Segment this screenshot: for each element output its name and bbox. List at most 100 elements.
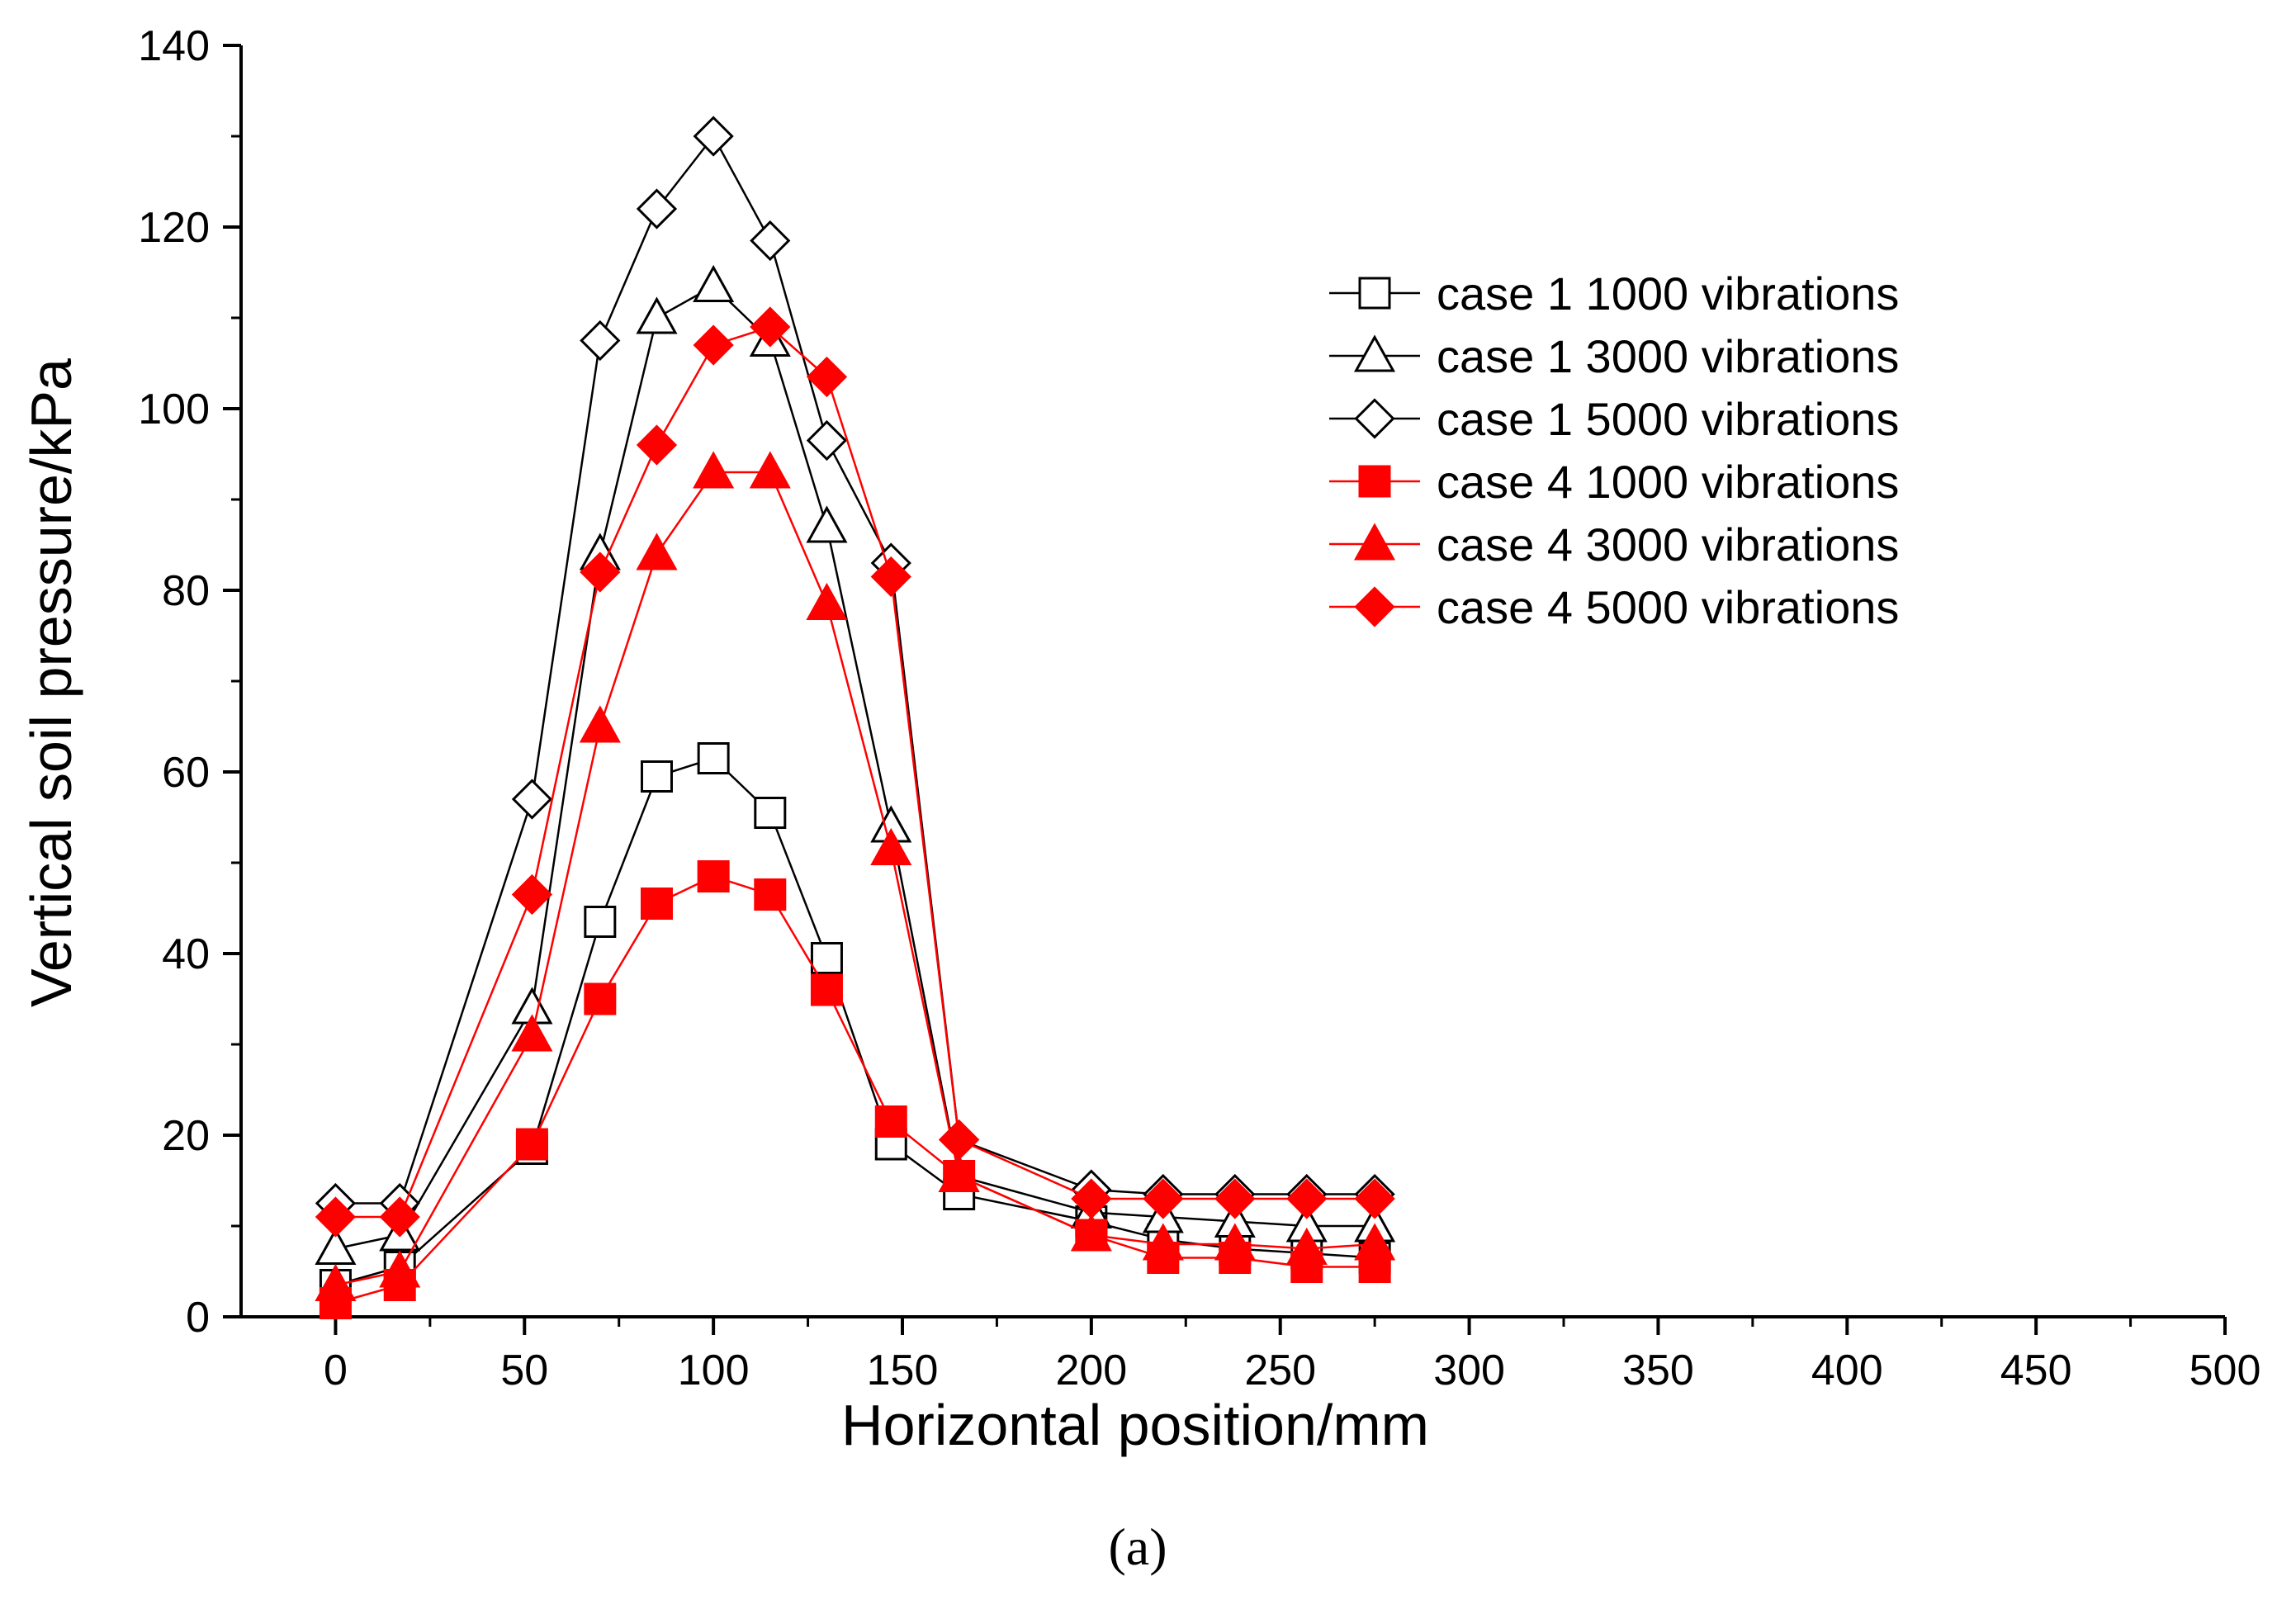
series-case-4-5000-vibrations-point — [750, 306, 791, 348]
y-tick-label: 120 — [138, 204, 210, 252]
series-case-1-5000-vibrations — [315, 116, 1395, 1224]
legend-item-1: case 1 1000 vibrations — [1329, 267, 1899, 320]
series-case-1-3000-vibrations — [315, 264, 1396, 1265]
series-case-4-3000-vibrations — [315, 451, 1396, 1301]
series-case-4-5000-vibrations-point — [870, 556, 911, 598]
series-case-4-1000-vibrations-point — [584, 982, 617, 1015]
legend-item-5: case 4 3000 vibrations — [1329, 518, 1899, 570]
legend-item-6: case 4 5000 vibrations — [1329, 581, 1899, 633]
series-case-4-5000-vibrations — [315, 306, 1395, 1238]
legend-item-4: case 4 1000 vibrations — [1329, 456, 1899, 508]
series-case-1-1000-vibrations-line — [335, 757, 1375, 1286]
y-tick-label: 100 — [138, 386, 210, 433]
series-case-4-5000-vibrations-point — [379, 1196, 420, 1238]
series-case-4-3000-vibrations-point — [315, 1263, 357, 1301]
legend-item-2: case 1 3000 vibrations — [1329, 330, 1899, 382]
series-case-1-1000-vibrations-point — [584, 906, 617, 938]
series-case-4-3000-vibrations-point — [1070, 1214, 1112, 1252]
legend-label: case 4 5000 vibrations — [1437, 581, 1899, 633]
y-tick-label: 60 — [162, 749, 210, 797]
series-case-4-1000-vibrations-point — [810, 973, 843, 1006]
series-case-4-3000-vibrations-point — [806, 582, 848, 620]
series-case-1-5000-vibrations-point — [511, 779, 553, 820]
legend-marker — [1354, 398, 1395, 439]
series-case-1-1000-vibrations-point — [810, 942, 843, 974]
series-case-1-1000-vibrations-point — [640, 760, 673, 793]
legend-marker — [1353, 334, 1396, 372]
series-case-4-5000-vibrations-point — [511, 873, 553, 916]
series-case-4-3000-vibrations-point — [1354, 1223, 1396, 1261]
series-case-1-5000-vibrations-point — [580, 320, 621, 362]
legend-label: case 4 3000 vibrations — [1437, 518, 1899, 570]
figure-caption: (a) — [1108, 1517, 1167, 1576]
x-tick-label: 0 — [324, 1347, 348, 1394]
x-tick-label: 150 — [867, 1347, 939, 1394]
series-case-1-3000-vibrations-point — [315, 1227, 357, 1265]
series-case-1-3000-vibrations-line — [335, 284, 1375, 1250]
series-case-4-3000-vibrations-point — [870, 827, 912, 865]
series-case-4-3000-vibrations-point — [379, 1250, 421, 1288]
series-case-4-5000-vibrations-point — [1071, 1178, 1112, 1219]
legend: case 1 1000 vibrations case 1 3000 vibrat… — [1329, 267, 1899, 633]
series-case-4-1000-vibrations-point — [697, 860, 730, 892]
series-case-1-1000-vibrations-point — [754, 797, 787, 829]
series-case-1-3000-vibrations-point — [636, 296, 678, 334]
series-case-1-5000-vibrations-point — [806, 419, 848, 462]
series-case-1-3000-vibrations-point — [806, 505, 848, 543]
series-layer — [315, 116, 1396, 1319]
y-axis-title: Vertical soil pressure/kPa — [19, 358, 83, 1007]
legend-label: case 1 3000 vibrations — [1437, 330, 1899, 382]
x-tick-label: 350 — [1622, 1347, 1694, 1394]
series-case-1-3000-vibrations-point — [693, 264, 735, 302]
y-tick-label: 40 — [162, 930, 210, 978]
x-tick-label: 450 — [2000, 1347, 2072, 1394]
legend-marker — [1353, 523, 1396, 561]
series-case-4-1000-vibrations-point — [515, 1128, 548, 1161]
series-case-1-5000-vibrations-point — [750, 220, 791, 262]
series-case-4-3000-vibrations-point — [1142, 1223, 1184, 1261]
legend-marker — [1354, 586, 1395, 627]
series-case-4-3000-vibrations-point — [636, 533, 678, 570]
x-tick-label: 500 — [2189, 1347, 2261, 1394]
series-case-4-5000-vibrations-point — [315, 1196, 357, 1238]
x-axis-title: Horizontal position/mm — [841, 1393, 1429, 1457]
series-case-4-5000-vibrations-point — [636, 424, 678, 466]
legend-item-3: case 1 5000 vibrations — [1329, 393, 1899, 445]
series-case-4-5000-vibrations-point — [1214, 1178, 1256, 1219]
series-case-4-5000-vibrations-point — [806, 356, 848, 398]
series-case-4-3000-vibrations-line — [335, 471, 1375, 1286]
legend-label: case 1 1000 vibrations — [1437, 267, 1899, 320]
series-case-4-5000-vibrations-line — [335, 325, 1375, 1219]
x-tick-label: 100 — [678, 1347, 750, 1394]
legend-label: case 4 1000 vibrations — [1437, 456, 1899, 508]
series-case-1-1000-vibrations-point — [697, 742, 730, 774]
series-case-1-5000-vibrations-point — [636, 188, 678, 230]
axes: 0 50 100 150 200 250 300 350 400 450 500 0 20 40 60 80 1… — [138, 22, 2260, 1394]
y-tick-label: 80 — [162, 567, 210, 615]
x-tick-label: 400 — [1811, 1347, 1883, 1394]
x-tick-label: 300 — [1433, 1347, 1505, 1394]
series-case-4-1000-vibrations-point — [754, 878, 787, 911]
series-case-4-3000-vibrations-point — [1214, 1223, 1256, 1261]
x-tick-label: 250 — [1244, 1347, 1316, 1394]
series-case-4-3000-vibrations-point — [749, 451, 791, 489]
legend-marker — [1358, 277, 1391, 310]
legend-label: case 1 5000 vibrations — [1437, 393, 1899, 445]
series-case-1-5000-vibrations-point — [693, 116, 734, 157]
series-case-4-3000-vibrations-point — [693, 451, 735, 489]
series-case-4-3000-vibrations-point — [579, 705, 621, 743]
series-case-4-3000-vibrations-point — [1285, 1227, 1328, 1265]
series-case-4-1000-vibrations-point — [874, 1105, 907, 1138]
series-case-4-3000-vibrations-point — [511, 1014, 553, 1052]
x-tick-label: 50 — [500, 1347, 548, 1394]
series-case-4-5000-vibrations-point — [939, 1119, 980, 1161]
series-case-4-5000-vibrations-point — [580, 551, 621, 593]
y-tick-label: 0 — [186, 1294, 210, 1342]
series-case-4-5000-vibrations-point — [1143, 1178, 1184, 1219]
x-tick-label: 200 — [1055, 1347, 1127, 1394]
series-case-4-1000-vibrations-point — [640, 888, 673, 920]
y-tick-label: 20 — [162, 1112, 210, 1160]
series-case-4-5000-vibrations-point — [693, 324, 734, 366]
series-case-4-5000-vibrations-point — [1354, 1178, 1395, 1219]
